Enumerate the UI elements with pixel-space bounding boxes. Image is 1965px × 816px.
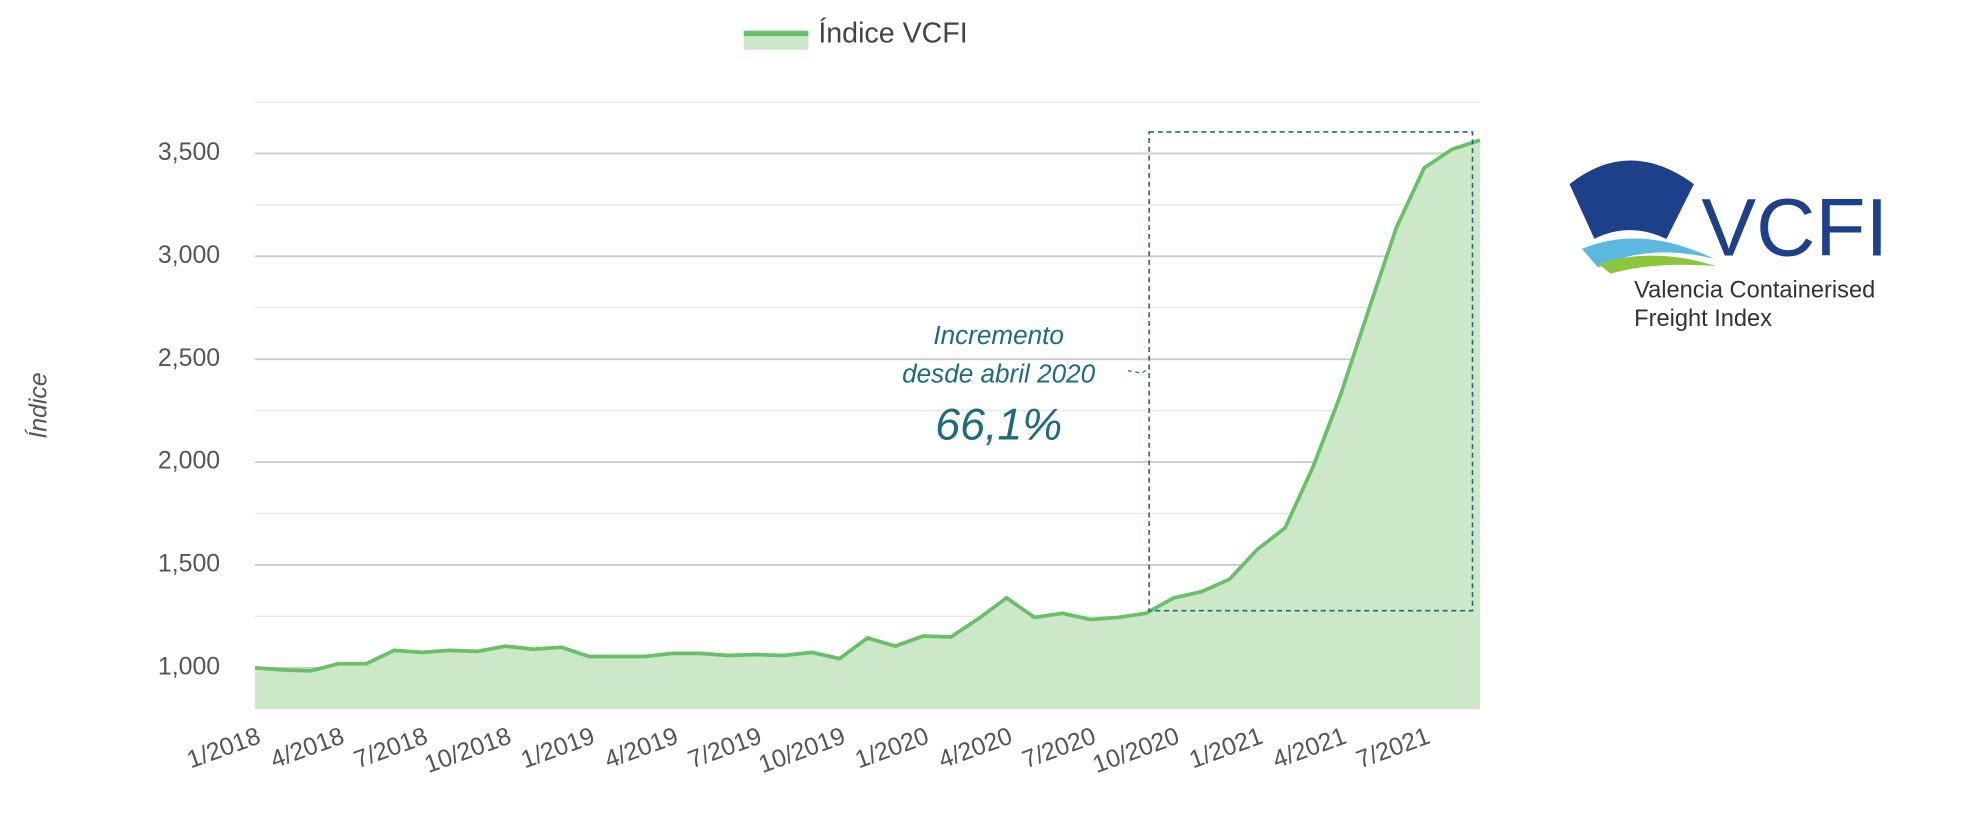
y-axis-label: Índice <box>23 372 52 438</box>
line <box>254 138 1481 673</box>
legend-label: Índice VCFI <box>818 16 967 49</box>
y-tick-label: 3,000 <box>158 241 220 269</box>
y-tick-label: 1,000 <box>158 652 220 680</box>
x-tick-label: 1/2019 <box>517 722 598 774</box>
logo-ship <box>1569 160 1694 239</box>
logo-wave <box>1598 255 1717 274</box>
x-tick-label: 4/2018 <box>267 722 348 774</box>
logo-text: Freight Index <box>1634 306 1772 332</box>
x-tick-label: 10/2019 <box>755 722 849 779</box>
y-tick-label: 2,500 <box>158 344 220 372</box>
x-tick-label: 7/2019 <box>684 722 765 774</box>
area <box>254 140 1480 709</box>
x-tick-label: 10/2018 <box>421 722 515 779</box>
logo-text: Valencia Containerised <box>1634 277 1875 303</box>
logo-name: VCFI <box>1701 183 1888 274</box>
x-tick-label: 7/2018 <box>350 722 431 774</box>
x-tick-label: 7/2020 <box>1018 722 1099 774</box>
x-tick-label: 4/2020 <box>935 722 1016 774</box>
x-tick-label: 1/2018 <box>183 722 264 774</box>
annotation-box <box>1148 131 1474 612</box>
annotation-line: Incremento <box>933 320 1064 350</box>
x-tick-label: 7/2021 <box>1353 722 1434 774</box>
annotation-pointer <box>1127 367 1150 374</box>
x-tick-label: 1/2020 <box>851 722 932 774</box>
x-tick-label: 1/2021 <box>1185 722 1266 774</box>
annotation-line: desde abril 2020 <box>902 359 1096 389</box>
logo: VCFI Valencia Containerised Freight Inde… <box>1569 160 1888 332</box>
y-tick-label: 3,500 <box>158 138 220 166</box>
y-tick-label: 2,000 <box>158 447 220 475</box>
x-tick-label: 4/2019 <box>601 722 682 774</box>
annotation-value: 66,1% <box>935 400 1062 450</box>
x-tick-label: 4/2021 <box>1269 722 1350 774</box>
y-tick-label: 1,500 <box>158 550 220 578</box>
x-tick-label: 10/2020 <box>1089 722 1183 779</box>
